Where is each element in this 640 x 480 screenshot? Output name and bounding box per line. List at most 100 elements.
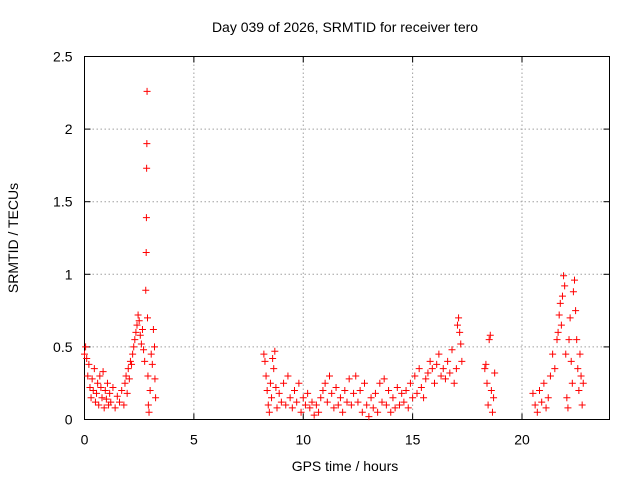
data-point [544,394,552,402]
data-point [560,272,568,280]
data-point [332,384,340,392]
data-point [551,365,559,373]
data-point [129,350,137,358]
data-point [317,394,325,402]
data-point [540,379,548,387]
data-point [531,401,539,409]
data-point [409,394,417,402]
data-point [113,392,121,400]
data-point [576,350,584,358]
data-point [122,372,130,380]
x-axis-label: GPS time / hours [292,458,399,474]
data-point [82,343,90,351]
data-point [271,347,279,355]
data-point [85,360,93,368]
data-point [124,365,132,373]
data-point [128,360,136,368]
data-point [273,404,281,412]
data-point [563,394,571,402]
data-point [441,375,449,383]
data-point [282,401,290,409]
data-point [371,389,379,397]
data-point [97,384,105,392]
data-point [152,394,160,402]
data-point [111,404,119,412]
data-point [343,398,351,406]
data-point [374,408,382,416]
data-point [483,379,491,387]
data-point [458,357,466,365]
data-point [538,398,546,406]
data-point [268,394,276,402]
data-point [556,299,564,307]
data-point [400,398,408,406]
data-point [96,372,104,380]
data-point [529,389,537,397]
data-point [261,357,269,365]
data-point [330,404,338,412]
data-point [391,404,399,412]
data-point [424,369,432,377]
y-tick-label: 2.5 [53,49,73,65]
data-point [315,408,323,416]
data-point [288,404,296,412]
data-point [339,408,347,416]
data-point [146,386,154,394]
x-tick-label: 0 [81,432,89,448]
data-point [490,394,498,402]
data-point [413,389,421,397]
data-point [142,286,150,294]
data-point [86,384,94,392]
data-point [83,355,91,363]
data-point [291,386,298,394]
data-point [456,328,464,336]
data-point [297,408,305,416]
data-point [398,389,406,397]
tick-layer: 0 0.5 1 1.5 2 2.5 0 5 10 15 20 [53,49,610,448]
data-point [95,401,103,409]
data-points [81,87,587,421]
data-point [553,336,561,344]
data-point [328,389,336,397]
y-tick-label: 0 [65,412,73,428]
data-point [415,365,423,373]
data-point [326,372,333,380]
data-point [90,365,98,373]
data-point [350,389,358,397]
data-point [367,394,375,402]
data-point [444,357,452,365]
data-point [569,288,577,296]
data-point [99,368,107,376]
data-point [380,375,388,383]
data-point [109,384,117,392]
data-point [334,401,342,409]
data-point [149,325,157,333]
data-point [136,331,144,339]
data-point [453,321,461,329]
data-point [262,372,270,380]
data-point [376,379,384,387]
data-point [457,340,465,348]
data-point [138,325,146,333]
data-point [361,379,368,387]
data-point [151,375,159,383]
data-point [144,372,152,380]
data-point [151,343,158,351]
data-point [393,384,401,392]
data-point [295,379,303,387]
x-tick-label: 20 [514,432,530,448]
data-point [382,401,390,409]
y-tick-label: 0.5 [53,339,73,355]
data-point [107,398,115,406]
data-point [484,401,492,409]
data-point [455,314,463,322]
data-point [549,350,557,358]
data-point [385,386,393,394]
data-point [125,375,133,383]
x-tick-label: 5 [190,432,198,448]
data-point [341,386,349,394]
data-point [387,408,395,416]
data-point [91,398,99,406]
data-point [491,369,499,377]
data-point [557,321,565,329]
